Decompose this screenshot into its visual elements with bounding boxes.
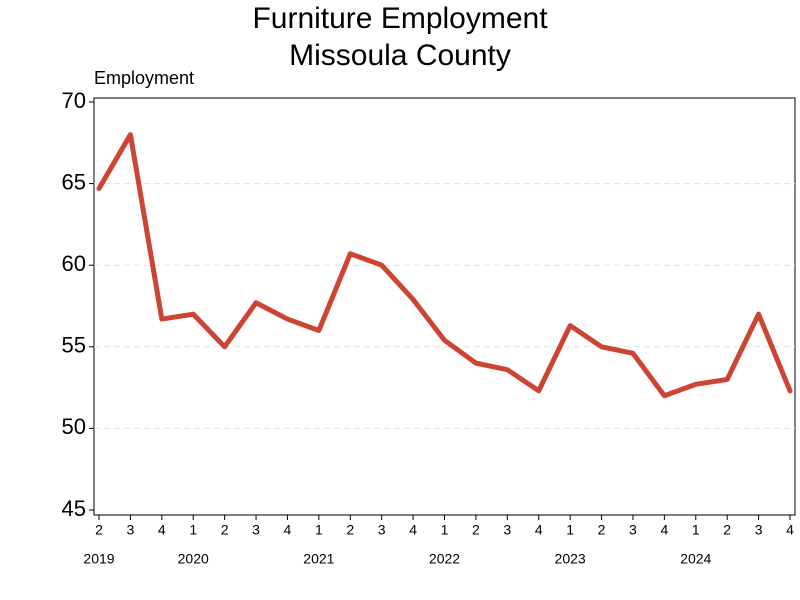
year-label: 2023 (555, 551, 586, 567)
chart-title: Furniture Employment (252, 2, 548, 35)
year-label: 2022 (429, 551, 460, 567)
chart-subtitle: Missoula County (289, 39, 511, 72)
y-tick-label: 60 (62, 251, 86, 276)
year-label: 2019 (83, 551, 114, 567)
data-line (96, 132, 793, 399)
x-tick-label: 1 (441, 522, 449, 538)
year-label: 2020 (178, 551, 209, 567)
x-tick-label: 4 (409, 522, 417, 538)
y-tick-label: 65 (62, 169, 86, 194)
x-tick-label: 2 (221, 522, 229, 538)
x-tick-label: 1 (189, 522, 197, 538)
x-tick-label: 2 (95, 522, 103, 538)
year-label: 2021 (303, 551, 334, 567)
x-tick-label: 4 (535, 522, 543, 538)
x-tick-label: 3 (503, 522, 511, 538)
x-tick-label: 3 (127, 522, 135, 538)
x-tick-label: 1 (566, 522, 574, 538)
x-tick-label: 4 (158, 522, 166, 538)
x-tick-label: 2 (723, 522, 731, 538)
x-tick-label: 4 (786, 522, 794, 538)
x-tick-label: 4 (284, 522, 292, 538)
x-tick-label: 4 (660, 522, 668, 538)
x-tick-label: 1 (315, 522, 323, 538)
plot-frame (93, 97, 796, 516)
y-tick-label: 70 (62, 88, 86, 113)
y-tick-label: 45 (62, 496, 86, 521)
x-tick-label: 3 (252, 522, 260, 538)
x-tick-label: 3 (378, 522, 386, 538)
x-tick-label: 2 (472, 522, 480, 538)
x-tick-label: 3 (629, 522, 637, 538)
x-tick-label: 2 (346, 522, 354, 538)
x-tick-label: 3 (755, 522, 763, 538)
x-tick-label: 2 (598, 522, 606, 538)
x-tick-label: 1 (692, 522, 700, 538)
y-tick-label: 55 (62, 333, 86, 358)
y-tick-label: 50 (62, 414, 86, 439)
year-label: 2024 (680, 551, 711, 567)
y-axis-label: Employment (94, 68, 194, 88)
